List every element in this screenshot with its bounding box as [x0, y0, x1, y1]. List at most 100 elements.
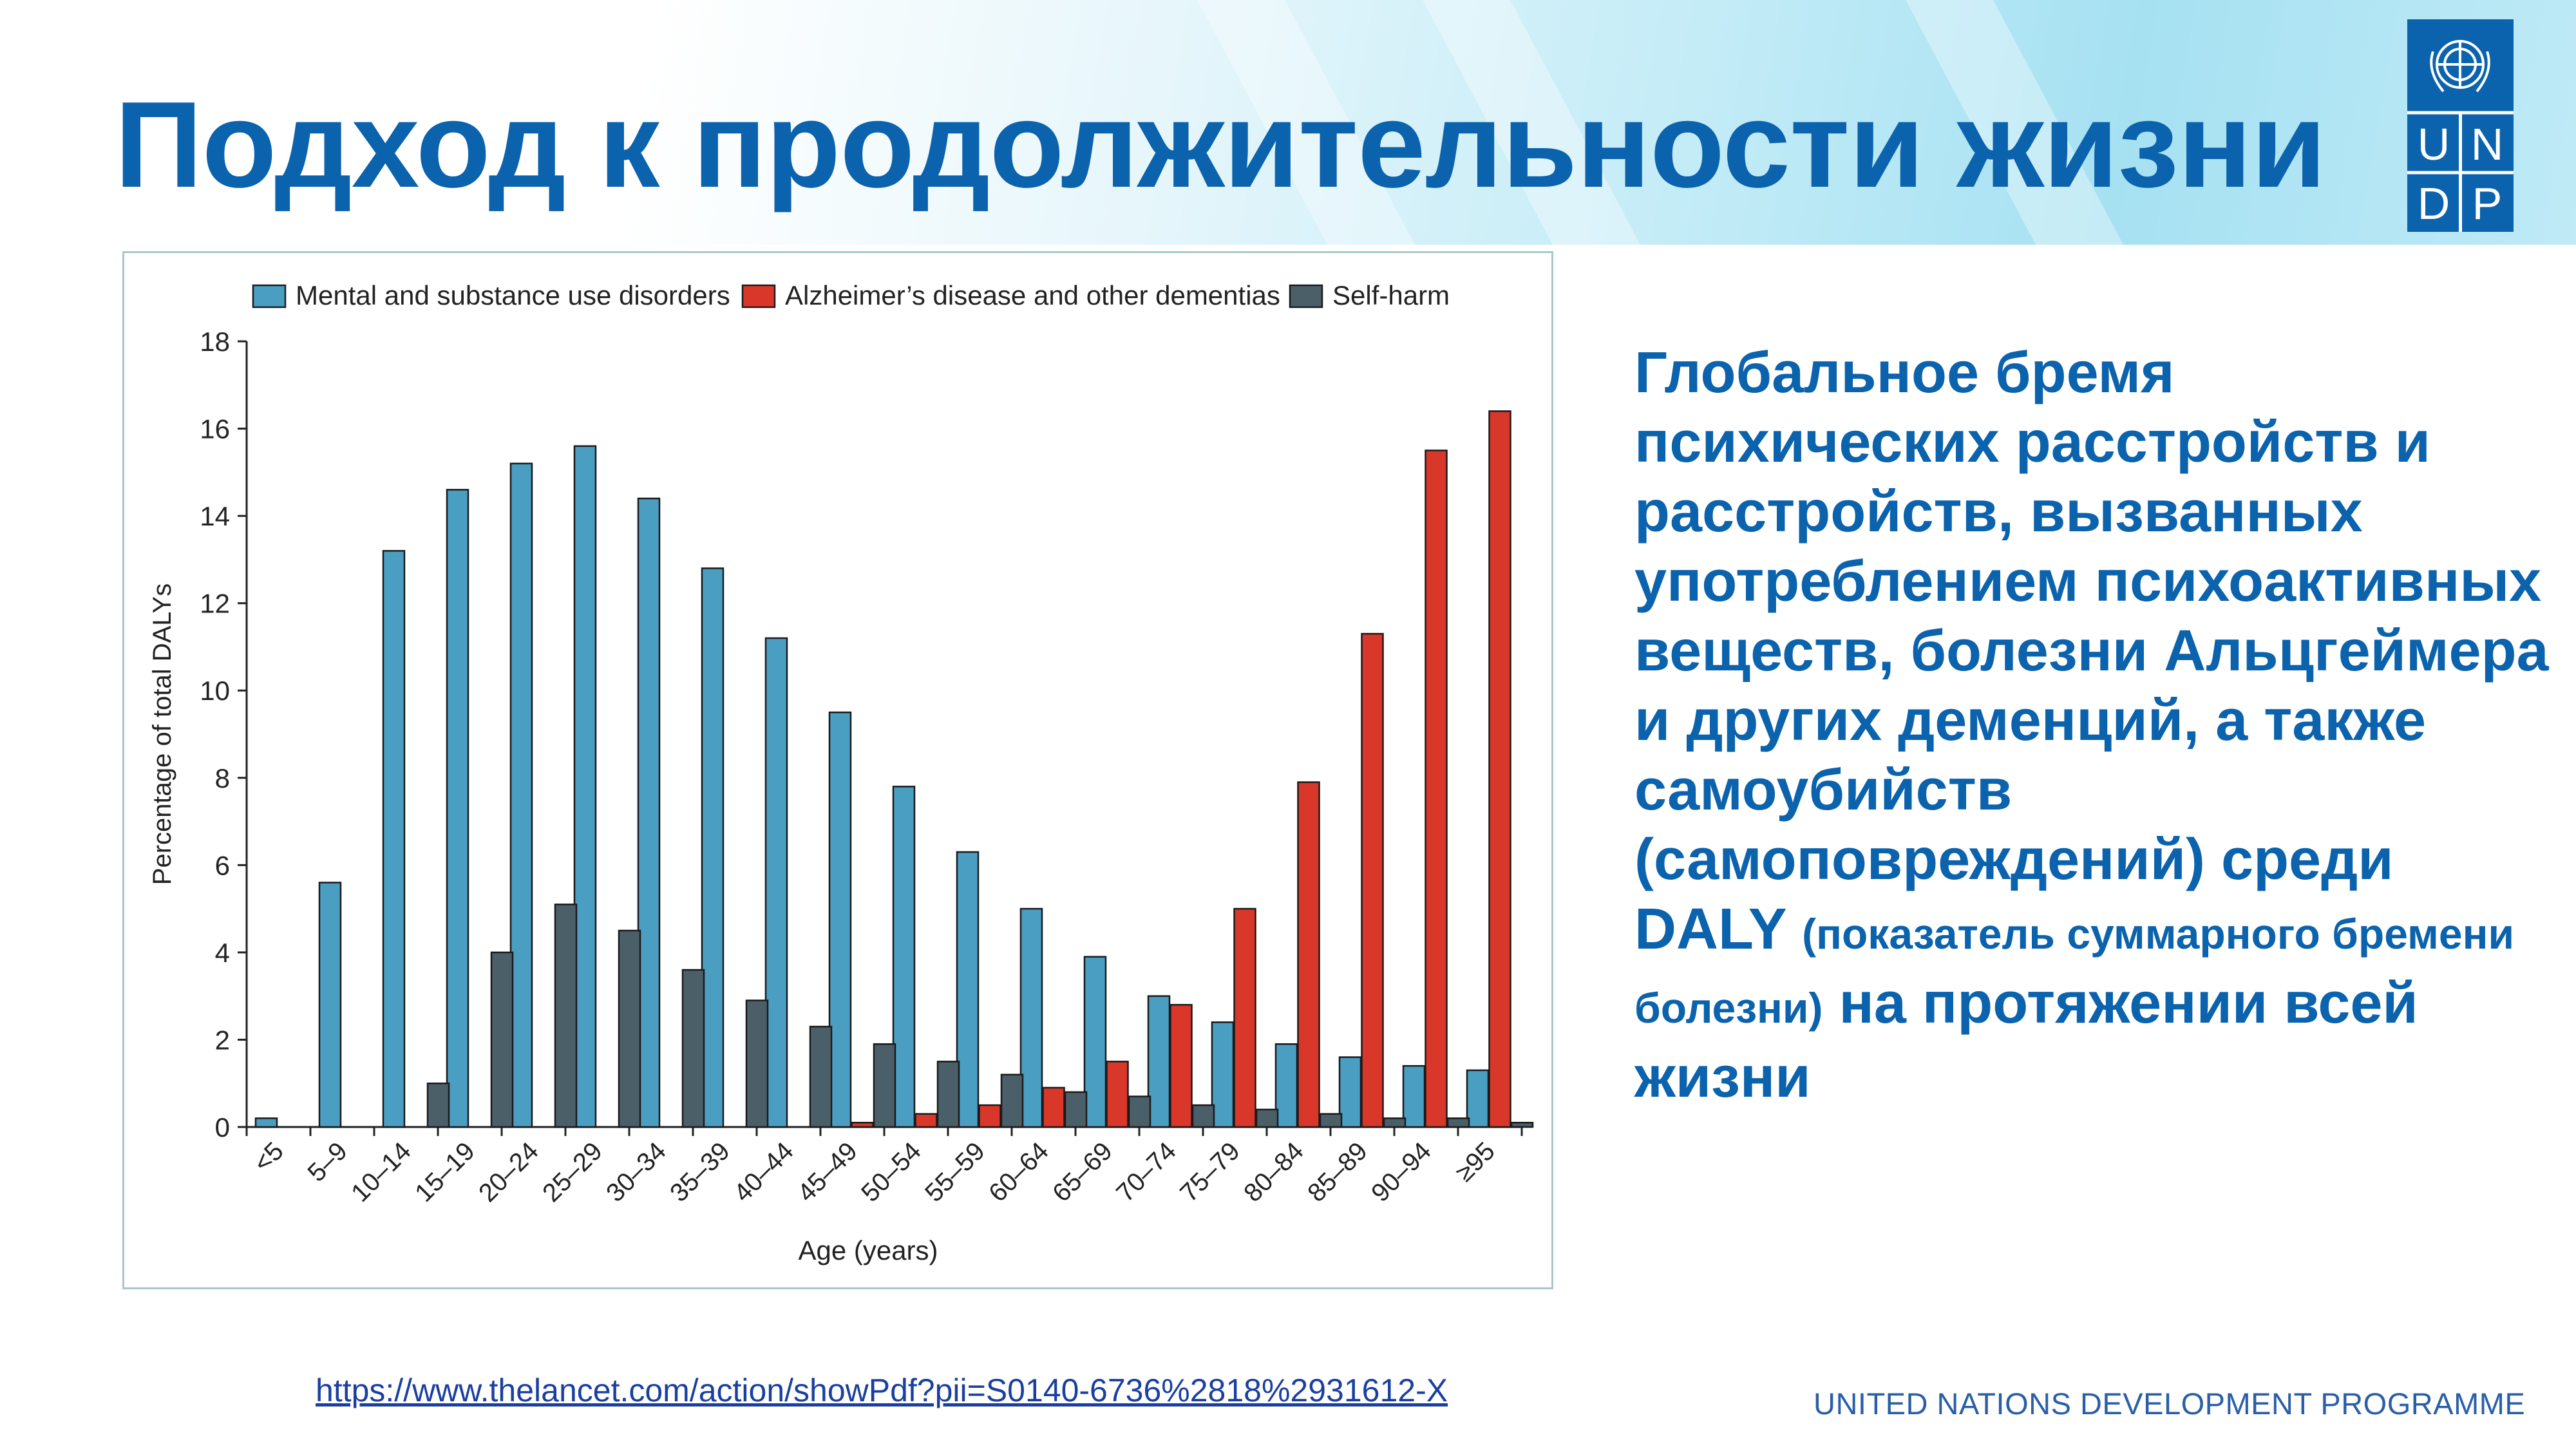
- y-tick-label: 12: [200, 589, 230, 619]
- bar-chart: 0 2 4 6 8 10 12 14 16 18 Percentage of total DALYs…: [148, 280, 1534, 1265]
- x-tick-label: 65–69: [1047, 1137, 1118, 1208]
- bar-self-harm-14: [1191, 1104, 1215, 1128]
- bar-mental-16: [1274, 1043, 1298, 1128]
- bar-alzheimer-11: [978, 1104, 1001, 1128]
- legend-label: Self-harm: [1332, 280, 1450, 310]
- bar-mental-13: [1083, 956, 1107, 1128]
- legend-label: Mental and substance use disorders: [296, 280, 730, 310]
- bar-mental-5: [573, 445, 597, 1128]
- x-tick-label: 45–49: [792, 1137, 863, 1208]
- x-axis-label: Age (years): [798, 1235, 938, 1265]
- x-tick-label: 85–89: [1302, 1137, 1373, 1208]
- bar-self-harm-9: [873, 1043, 896, 1128]
- un-emblem-icon: [2430, 40, 2490, 93]
- y-tick-label: 18: [200, 327, 230, 357]
- bar-mental-7: [701, 567, 724, 1128]
- bar-self-harm-6: [681, 969, 705, 1128]
- page-title: Подход к продолжительности жизни: [115, 77, 2326, 213]
- bar-mental-14: [1147, 995, 1171, 1128]
- x-tick-label: 25–29: [537, 1137, 608, 1208]
- x-tick-label: 50–54: [856, 1137, 927, 1208]
- x-tick-label: <5: [249, 1137, 289, 1177]
- bar-self-harm-15: [1255, 1108, 1279, 1128]
- bar-alzheimer-15: [1233, 907, 1256, 1128]
- bar-mental-15: [1211, 1021, 1235, 1128]
- bar-alzheimer-16: [1297, 781, 1320, 1128]
- logo-letter-p: P: [2472, 178, 2503, 229]
- x-tick-label: ≥95: [1450, 1137, 1501, 1187]
- bar-mental-12: [1019, 907, 1043, 1128]
- bar-mental-1: [318, 882, 342, 1128]
- bar-mental-4: [509, 462, 533, 1128]
- logo-letter-d: D: [2418, 178, 2450, 229]
- bar-alzheimer-13: [1106, 1061, 1129, 1128]
- bar-self-harm-13: [1128, 1095, 1151, 1128]
- bar-self-harm-4: [554, 904, 578, 1128]
- bar-self-harm-10: [936, 1061, 960, 1128]
- bar-alzheimer-9: [851, 1121, 874, 1128]
- description-note: (показатель суммарного бремени болезни): [1634, 910, 2515, 1032]
- bar-mental-9: [828, 711, 852, 1128]
- bar-mental-0: [254, 1117, 278, 1128]
- logo-letter-n: N: [2471, 119, 2504, 169]
- x-tick-label: 80–84: [1238, 1137, 1309, 1208]
- bar-mental-2: [382, 550, 406, 1128]
- x-tick-label: 5–9: [303, 1137, 353, 1187]
- bar-alzheimer-14: [1170, 1003, 1193, 1128]
- bar-self-harm-8: [809, 1025, 833, 1128]
- bar-mental-11: [956, 851, 980, 1128]
- y-tick-label: 16: [200, 414, 230, 444]
- bar-self-harm-2: [426, 1082, 450, 1128]
- y-tick-label: 6: [215, 850, 230, 880]
- legend-swatch: [741, 284, 776, 308]
- y-tick-label: 8: [215, 763, 230, 793]
- bar-alzheimer-12: [1042, 1086, 1065, 1128]
- bar-self-harm-5: [618, 929, 641, 1128]
- description-main: Глобальное бремя психических расстройств…: [1634, 341, 2549, 961]
- bar-alzheimer-10: [914, 1113, 938, 1128]
- source-link[interactable]: https://www.thelancet.com/action/showPdf…: [316, 1372, 1448, 1408]
- x-tick-label: 90–94: [1366, 1137, 1437, 1208]
- y-tick-label: 0: [215, 1112, 230, 1142]
- bar-mental-17: [1338, 1056, 1362, 1128]
- bar-mental-18: [1402, 1065, 1426, 1128]
- x-tick-label: 15–19: [410, 1137, 480, 1208]
- legend-swatch: [1289, 284, 1323, 308]
- bar-self-harm-19: [1510, 1121, 1534, 1128]
- x-tick-label: 20–24: [473, 1137, 544, 1208]
- chart-description: Глобальное бремя психических расстройств…: [1634, 338, 2549, 1112]
- footer-organization: UNITED NATIONS DEVELOPMENT PROGRAMME: [1814, 1387, 2526, 1421]
- y-tick-label: 10: [200, 676, 230, 706]
- x-tick-label: 60–64: [983, 1137, 1054, 1208]
- bar-self-harm-18: [1446, 1117, 1470, 1128]
- bar-self-harm-16: [1319, 1113, 1343, 1128]
- x-tick-label: 30–34: [601, 1137, 672, 1208]
- bar-mental-10: [892, 786, 916, 1128]
- y-tick-label: 2: [215, 1025, 230, 1055]
- x-tick-label: 70–74: [1111, 1137, 1182, 1208]
- bar-alzheimer-19: [1488, 410, 1511, 1128]
- undp-logo-graphic: U N D P: [2407, 40, 2514, 232]
- x-tick-label: 35–39: [665, 1137, 735, 1208]
- bar-self-harm-7: [745, 999, 769, 1128]
- legend-swatch: [252, 284, 287, 308]
- x-tick-label: 55–59: [920, 1137, 990, 1208]
- bar-alzheimer-17: [1361, 632, 1384, 1128]
- y-axis-label: Percentage of total DALYs: [148, 583, 176, 885]
- undp-logo: U N D P: [2407, 19, 2514, 232]
- header-band: [0, 0, 2576, 245]
- x-tick-label: 75–79: [1175, 1137, 1245, 1208]
- legend-label: Alzheimer’s disease and other dementias: [785, 280, 1280, 310]
- chart-panel: 0 2 4 6 8 10 12 14 16 18 Percentage of total DALYs…: [122, 251, 1553, 1289]
- bar-self-harm-17: [1383, 1117, 1406, 1128]
- bar-alzheimer-18: [1425, 450, 1448, 1128]
- y-tick-label: 14: [200, 501, 230, 531]
- description-tail: на протяжении всей жизни: [1634, 971, 2418, 1110]
- bar-mental-19: [1466, 1069, 1490, 1128]
- bar-self-harm-3: [490, 951, 514, 1128]
- x-tick-label: 10–14: [346, 1137, 417, 1208]
- bar-mental-6: [637, 497, 661, 1128]
- y-tick-label: 4: [215, 938, 230, 968]
- x-tick-label: 40–44: [728, 1137, 799, 1208]
- bar-mental-3: [446, 489, 469, 1128]
